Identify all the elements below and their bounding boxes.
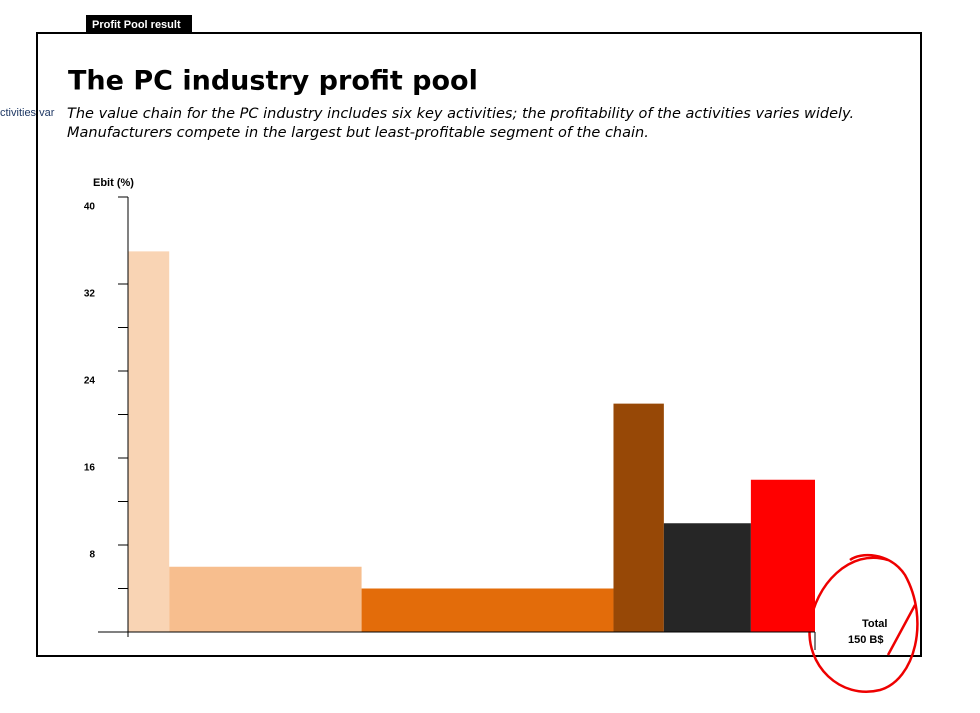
bar xyxy=(361,588,614,632)
chart-title: The PC industry profit pool xyxy=(68,66,478,97)
bar xyxy=(613,403,664,632)
tab[interactable] xyxy=(86,15,192,33)
y-tick-label: 16 xyxy=(84,463,96,474)
frame xyxy=(36,32,922,657)
plot: 8 16 24 32 40 150 B$ xyxy=(84,196,883,650)
bar xyxy=(128,251,170,632)
y-tick-label: 24 xyxy=(84,376,96,387)
y-axis-label: Ebit (%) xyxy=(93,177,134,189)
y-tick-label: 40 xyxy=(84,202,96,213)
bar xyxy=(750,479,815,632)
tab-label[interactable]: Profit Pool result xyxy=(92,19,181,31)
subtitle-line: Manufacturers compete in the largest but… xyxy=(67,125,649,141)
bar xyxy=(169,566,362,632)
y-tick-label: 32 xyxy=(84,289,96,300)
x-axis-label: Total xyxy=(862,618,887,630)
side-text: ctivities var xyxy=(0,107,55,119)
subtitle-line: The value chain for the PC industry incl… xyxy=(67,106,854,122)
y-tick-label: 8 xyxy=(89,550,95,561)
x-tick-label: 150 B$ xyxy=(848,634,883,646)
bar xyxy=(663,523,751,632)
hand-annotation xyxy=(808,553,919,693)
